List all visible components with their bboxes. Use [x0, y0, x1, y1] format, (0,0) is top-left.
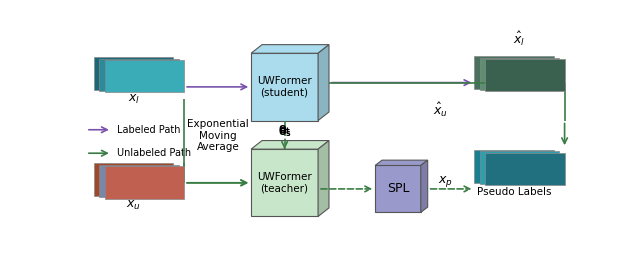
Polygon shape — [318, 45, 329, 121]
Text: $x_l$: $x_l$ — [127, 93, 140, 106]
Bar — [251, 53, 318, 121]
Text: $\mathbf{\theta_s}$: $\mathbf{\theta_s}$ — [278, 126, 292, 139]
Text: $\mathbf{\theta_t}$: $\mathbf{\theta_t}$ — [278, 124, 291, 138]
Polygon shape — [251, 45, 329, 53]
Bar — [94, 57, 173, 90]
Bar — [94, 164, 173, 196]
Polygon shape — [318, 140, 329, 217]
Bar — [99, 165, 179, 197]
Text: $\hat{x}_l$: $\hat{x}_l$ — [513, 30, 525, 48]
Text: Labeled Path: Labeled Path — [116, 125, 180, 135]
Bar — [480, 58, 559, 90]
Text: $\hat{x}_u$: $\hat{x}_u$ — [433, 100, 447, 118]
Bar — [485, 153, 564, 185]
Bar — [105, 166, 184, 198]
Text: Exponential
Moving
Average: Exponential Moving Average — [187, 119, 249, 152]
Text: SPL: SPL — [387, 182, 409, 195]
Text: $x_p$: $x_p$ — [438, 174, 452, 189]
Bar — [375, 165, 420, 212]
Text: $x_u$: $x_u$ — [126, 199, 141, 213]
Text: Pseudo Labels: Pseudo Labels — [477, 187, 551, 197]
Bar — [480, 151, 559, 184]
Bar — [99, 59, 179, 91]
Polygon shape — [420, 160, 428, 212]
Bar — [474, 56, 554, 89]
Text: UWFormer
(teacher): UWFormer (teacher) — [257, 172, 312, 194]
Polygon shape — [251, 140, 329, 149]
Text: UWFormer
(student): UWFormer (student) — [257, 76, 312, 98]
Polygon shape — [375, 160, 428, 165]
Bar — [105, 60, 184, 92]
Bar — [251, 149, 318, 217]
Bar — [485, 59, 564, 91]
Bar — [474, 150, 554, 183]
Text: Unlabeled Path: Unlabeled Path — [116, 148, 191, 158]
